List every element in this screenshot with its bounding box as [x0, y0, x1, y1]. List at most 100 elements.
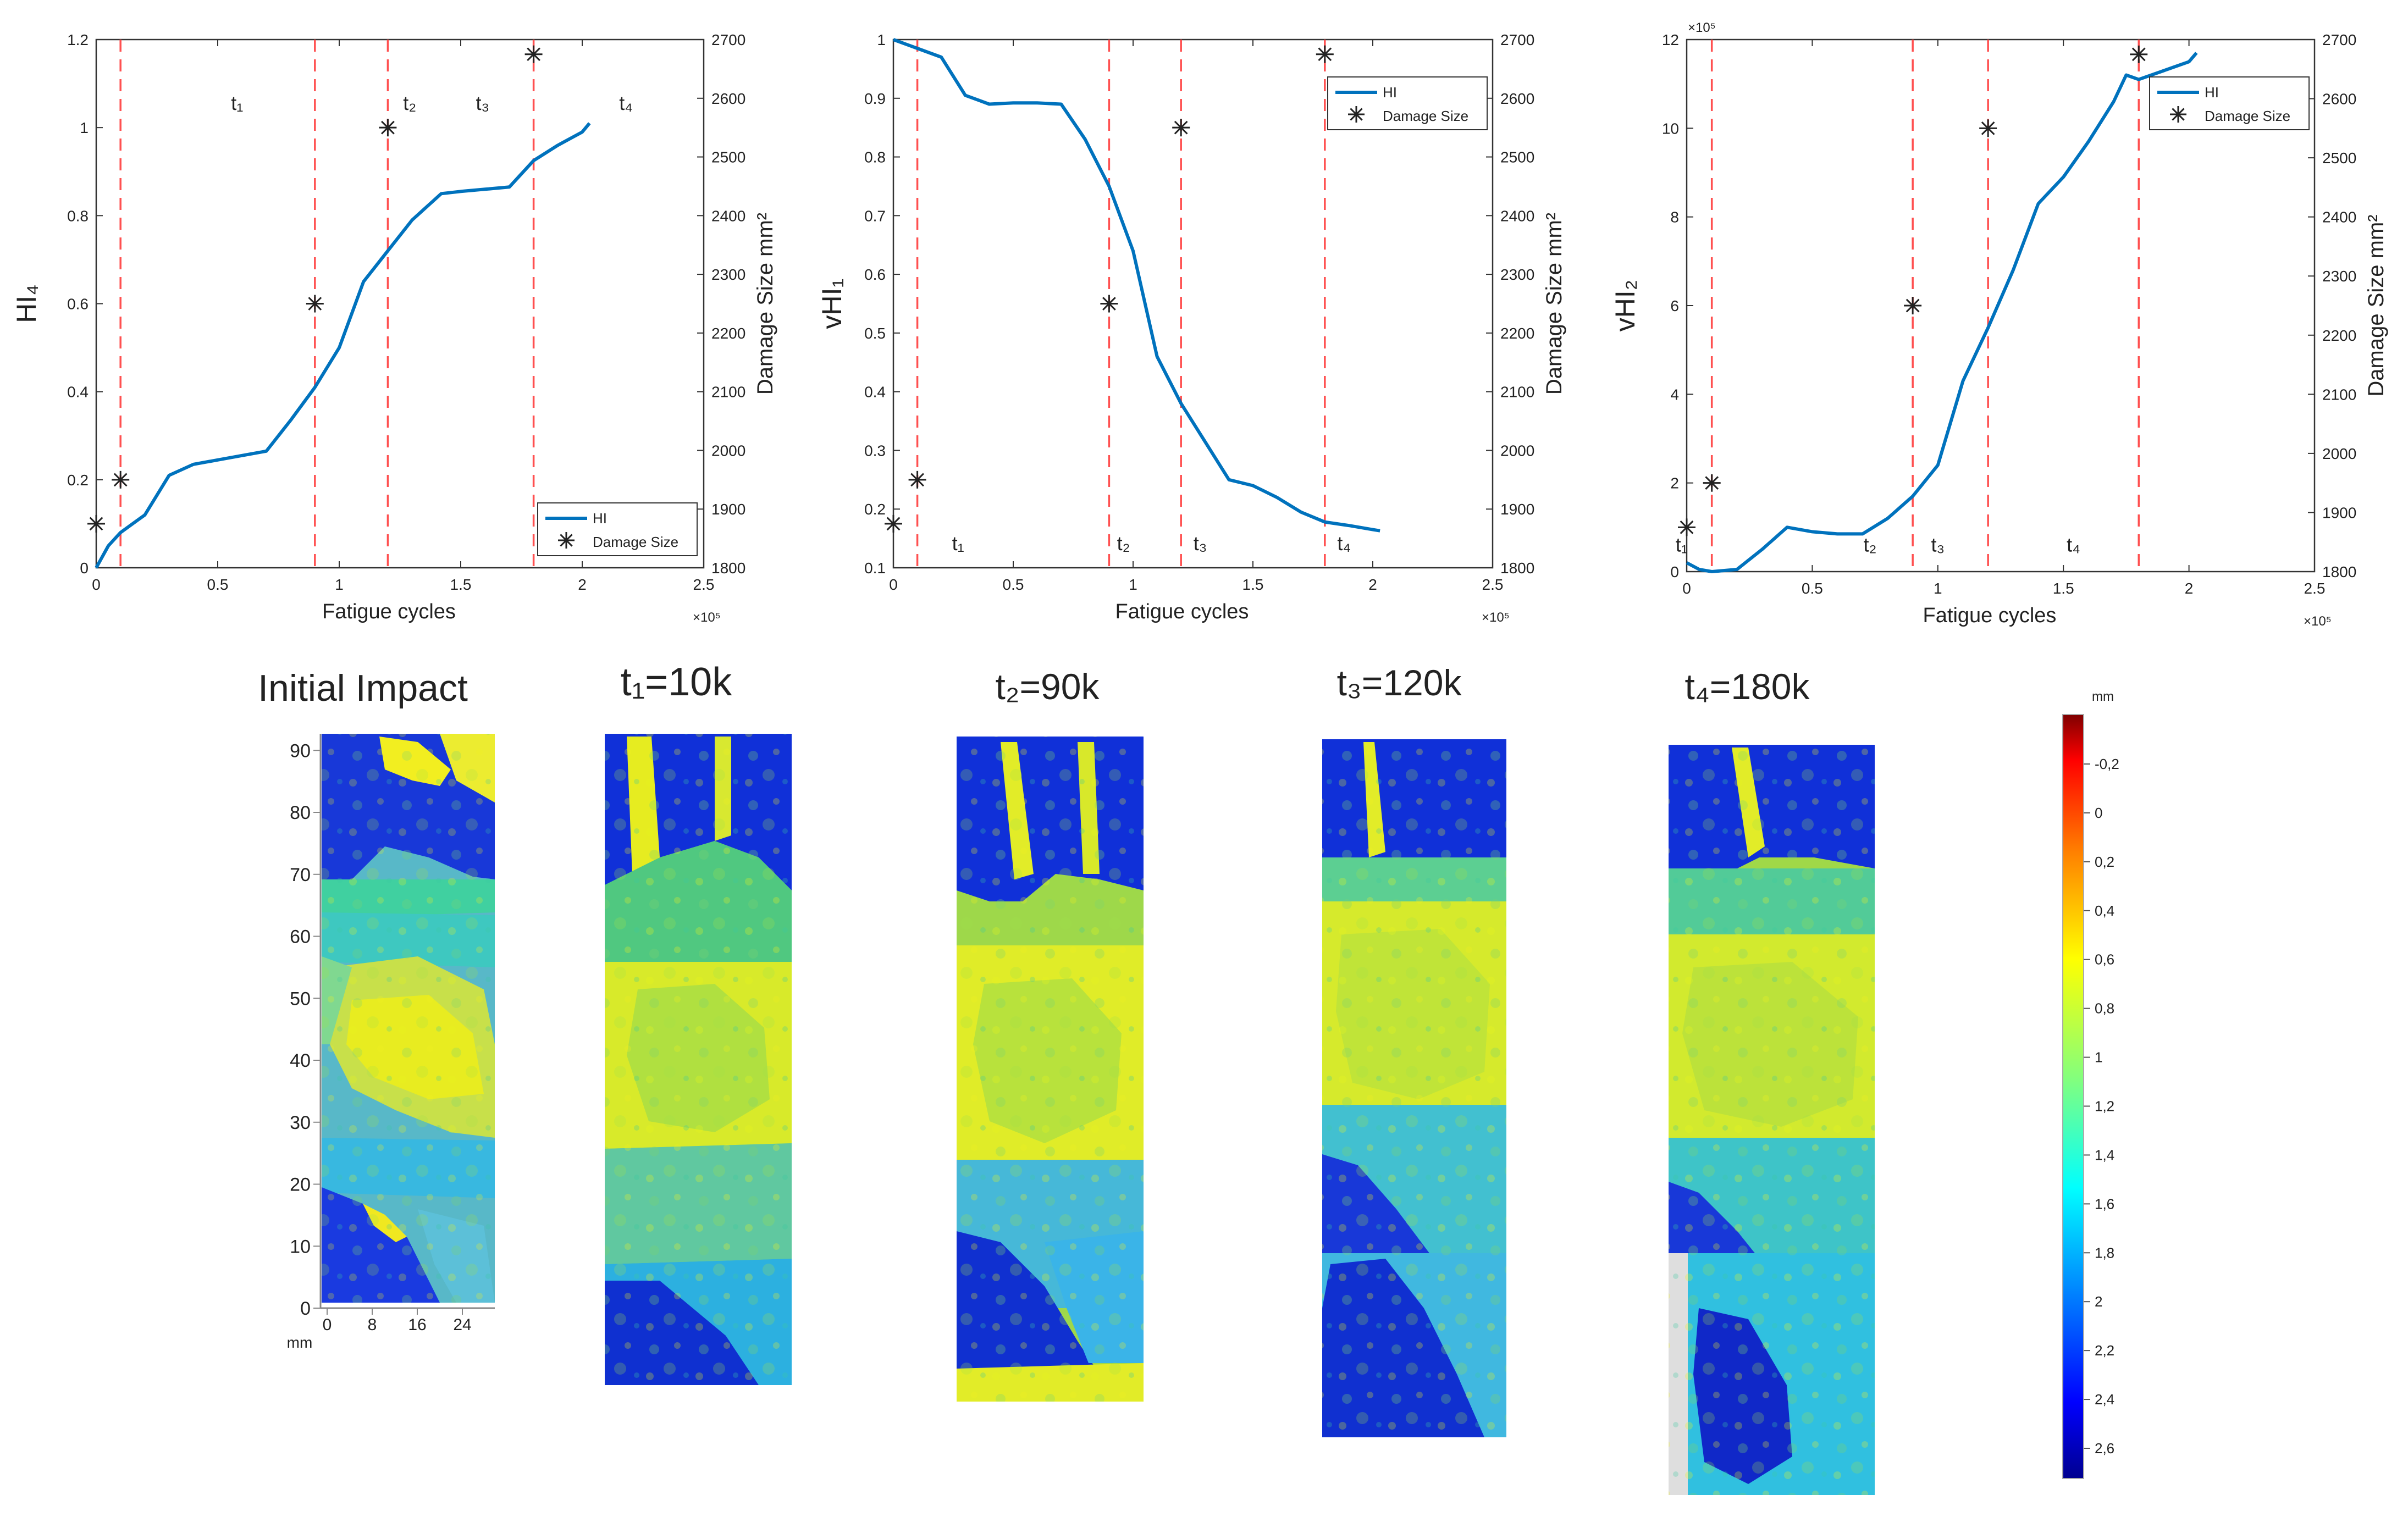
stage-label: t₄	[1337, 532, 1351, 555]
legend-label-hi: HI	[2205, 84, 2219, 101]
y-tick-label: 1	[80, 119, 89, 136]
panel-x-tick-label: 0	[323, 1316, 332, 1334]
legend: HI Damage Size	[2149, 76, 2310, 130]
y2-tick-label: 2100	[1500, 384, 1534, 401]
y2-tick-label: 1900	[2322, 504, 2356, 521]
y2-tick-label: 2500	[2322, 150, 2356, 167]
impact-panels: Initial Impact t₁=10k t₂=90k t₃=120k t₄=…	[258, 660, 2119, 1495]
colorbar: mm -0,2 0 0,2 0,4 0,6 0,8 1 1,2 1,4 1,6 1,8 2 2,2 2,4…	[2062, 689, 2119, 1479]
y2-tick-label: 2300	[2322, 268, 2356, 285]
x-tick-label: 2	[1368, 576, 1377, 593]
colorbar-tick-label: 0,8	[2095, 1000, 2114, 1017]
damage-marker	[112, 470, 130, 489]
chart-2: 0 0.5 1 1.5 2 2.5 0.1 0.2 0.3 0.4 0.5 0.6 0.7 0.8 0.9 1…	[816, 31, 1566, 625]
x-tick-label: 1.5	[450, 576, 472, 593]
y-tick-label: 0.7	[864, 207, 886, 224]
star-stroke	[560, 534, 573, 547]
stage-label: t₂	[403, 92, 416, 114]
initial-axes	[319, 734, 495, 1309]
stage-label: t₄	[2067, 534, 2080, 556]
y2-tick-label: 2700	[1500, 31, 1534, 48]
y-tick-label: 6	[1670, 297, 1679, 314]
y2-tick-label: 2600	[711, 90, 745, 107]
colorbar-tick-label: 1	[2095, 1049, 2102, 1066]
legend-box	[537, 502, 698, 556]
y-tick-label: 0.6	[864, 266, 886, 283]
stage-label: t₃	[476, 92, 489, 114]
y2-tick-label: 1900	[1500, 501, 1534, 518]
y-axis-label: vHI₂	[1610, 280, 1641, 331]
y-tick-label: 0.4	[864, 384, 886, 401]
panel-title-initial: Initial Impact	[258, 667, 468, 709]
y2-tick-label: 2200	[2322, 327, 2356, 344]
panel-y-tick-label: 20	[290, 1175, 311, 1195]
y2-tick-label: 2200	[711, 325, 745, 342]
star-stroke	[1318, 47, 1332, 62]
colorbar-tick-label: 2,2	[2095, 1342, 2114, 1359]
legend: HI Damage Size	[1327, 76, 1488, 130]
damage-marker	[379, 119, 397, 137]
y-tick-label: 0.9	[864, 90, 886, 107]
hi-line	[95, 122, 591, 569]
panel-title-t3: t₃=120k	[1337, 662, 1462, 703]
y-tick-label: 0.6	[67, 296, 89, 313]
stage-label: t₁	[231, 92, 243, 114]
damage-marker	[87, 514, 105, 533]
panel-x-tick-label: 24	[453, 1316, 471, 1334]
y2-tick-label: 2400	[2322, 209, 2356, 226]
hi-line	[892, 38, 1380, 533]
hi-line	[1686, 52, 2198, 573]
y2-tick-label: 2700	[711, 31, 745, 48]
colorbar-tick-label: 0,2	[2095, 854, 2114, 870]
y2-tick-label: 2100	[2322, 386, 2356, 403]
star-stroke	[1981, 121, 1995, 135]
y2-tick-label: 2400	[711, 207, 745, 224]
legend-marker-swatch	[558, 532, 575, 549]
panel-title-t1: t₁=10k	[621, 660, 732, 704]
y2-tick-label: 2300	[1500, 266, 1534, 283]
colorbar-bar	[2062, 714, 2084, 1479]
star-stroke	[381, 120, 395, 135]
map-t4	[1669, 745, 1875, 1495]
legend-label-damage: Damage Size	[593, 534, 678, 550]
panel-y-tick-label: 80	[290, 802, 311, 823]
y-tick-label: 0.8	[864, 149, 886, 166]
damage-marker	[885, 514, 902, 533]
legend-label-damage: Damage Size	[1383, 108, 1468, 124]
y-tick-label: 2	[1670, 475, 1679, 492]
damage-marker	[1979, 119, 1997, 137]
map-t1	[605, 734, 792, 1385]
chart-1: 0 0.5 1 1.5 2 2.5 0 0.2 0.4 0.6 0.8 1 1.2 1800 1900 200…	[11, 31, 777, 625]
panel-y-tick-label: 10	[290, 1236, 311, 1257]
x-tick-label: 0	[92, 576, 101, 593]
y-tick-label: 0.8	[67, 207, 89, 224]
star-stroke	[1680, 520, 1694, 534]
x-tick-label: 1.5	[2053, 580, 2074, 597]
x-tick-label: 0	[889, 576, 898, 593]
star-stroke	[527, 47, 540, 62]
y-tick-label: 8	[1670, 209, 1679, 226]
y2-axis-label: Damage Size mm²	[1542, 213, 1566, 395]
damage-marker	[1316, 45, 1334, 63]
map-initial	[322, 734, 495, 1303]
panel-y-tick-label: 70	[290, 865, 311, 885]
x-tick-label: 0.5	[1802, 580, 1823, 597]
y-exponent: ×10⁵	[1688, 20, 1716, 35]
stage-label: t₂	[1863, 534, 1876, 556]
damage-marker	[1678, 518, 1695, 536]
colorbar-tick-label: 0	[2095, 805, 2102, 821]
map-t2	[957, 737, 1144, 1402]
stage-label: t₃	[1931, 534, 1945, 556]
legend-box	[2149, 76, 2310, 130]
stage-label: t₁	[952, 532, 964, 555]
x-tick-label: 2.5	[693, 576, 715, 593]
y2-tick-label: 2000	[2322, 445, 2356, 462]
stage-label: t₁	[1676, 534, 1688, 556]
x-axis-label: Fatigue cycles	[1923, 604, 2057, 627]
y-tick-label: 0	[1670, 563, 1679, 580]
x-tick-label: 1.5	[1242, 576, 1264, 593]
damage-marker	[2130, 45, 2148, 63]
star-stroke	[1174, 120, 1188, 135]
x-tick-label: 0.5	[1003, 576, 1024, 593]
panel-y-tick-label: 0	[300, 1298, 311, 1319]
